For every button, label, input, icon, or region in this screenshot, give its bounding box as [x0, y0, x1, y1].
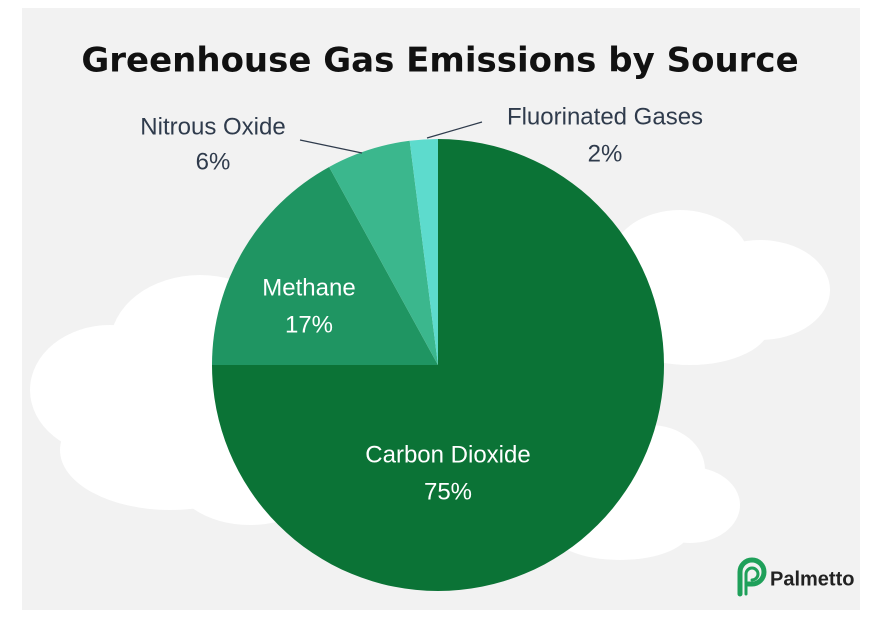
slice-label: Nitrous Oxide: [140, 113, 285, 140]
pie-slice: [212, 166, 438, 365]
slice-label: Carbon Dioxide: [365, 441, 530, 468]
logo: Palmetto: [737, 557, 854, 597]
slice-value-label: 2%: [588, 140, 623, 167]
logo-icon: [737, 557, 767, 597]
pie-slice: [409, 139, 438, 365]
slice-value-label: 17%: [285, 311, 333, 338]
slice-value-label: 6%: [196, 148, 231, 175]
chart-title: Greenhouse Gas Emissions by Source: [81, 41, 798, 81]
leader-line: [426, 121, 483, 139]
leader-line: [299, 139, 363, 154]
pie: [212, 139, 664, 591]
slice-value-label: 75%: [424, 478, 472, 505]
pie-slice: [329, 140, 438, 365]
logo-icon-inner: [744, 566, 760, 596]
slice-label: Fluorinated Gases: [507, 103, 703, 130]
slice-label: Methane: [262, 274, 355, 301]
brand-name: Palmetto: [770, 568, 854, 590]
